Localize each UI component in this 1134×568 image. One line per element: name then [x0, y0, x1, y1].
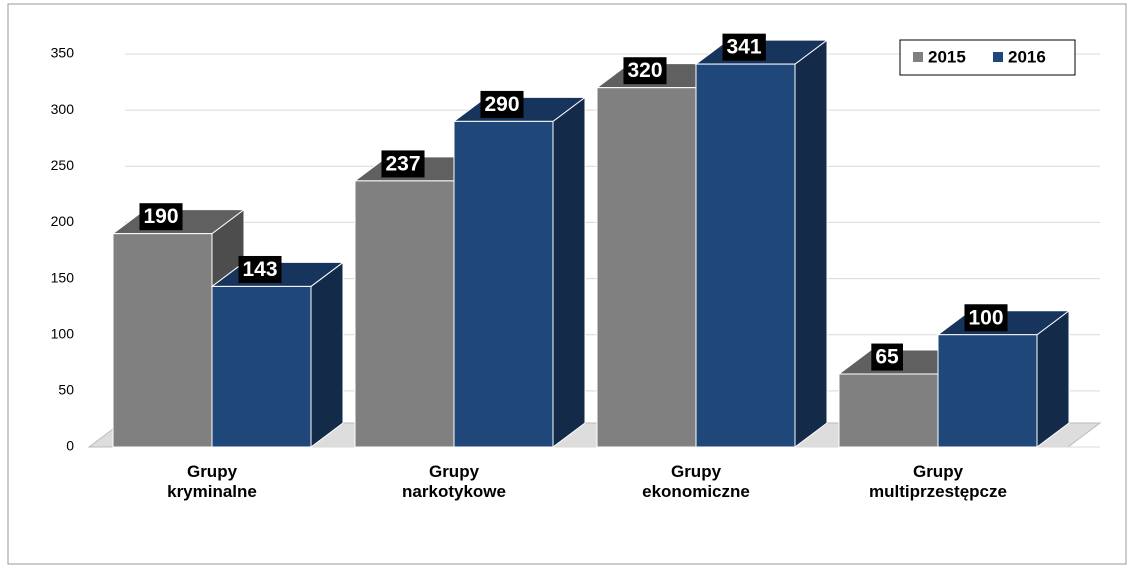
bar-front — [596, 87, 697, 448]
legend: 2015 2016 — [899, 39, 1076, 76]
value-label: 100 — [968, 306, 1003, 329]
value-label: 237 — [385, 152, 420, 175]
legend-swatch — [913, 52, 923, 62]
value-label: 341 — [726, 36, 761, 59]
bar-front — [354, 180, 455, 448]
bar-front — [453, 120, 554, 448]
value-label: 290 — [484, 93, 519, 116]
value-label-bg — [238, 255, 282, 283]
y-tick-label: 100 — [51, 325, 75, 341]
bar-front — [695, 63, 796, 448]
bar — [452, 96, 587, 448]
legend-box — [899, 39, 1076, 76]
bar-side — [552, 96, 586, 448]
y-tick-label: 0 — [66, 438, 74, 454]
y-tick-label: 150 — [51, 269, 75, 285]
bar-front — [211, 285, 312, 448]
value-label: 190 — [143, 205, 178, 228]
x-tick-label: Grupy kryminalne — [167, 462, 257, 501]
bar — [210, 261, 345, 448]
x-tick-label: Grupy ekonomiczne — [642, 462, 750, 501]
bar — [694, 39, 829, 448]
bar — [936, 309, 1071, 448]
x-tick-label: Grupy multiprzestępcze — [869, 462, 1007, 501]
y-tick-label: 250 — [51, 157, 75, 173]
value-label-bg — [722, 33, 766, 61]
y-tick-label: 350 — [51, 45, 75, 61]
value-label-bg — [480, 90, 524, 118]
y-tick-label: 200 — [51, 213, 75, 229]
legend-swatch — [993, 52, 1003, 62]
bar-front — [937, 334, 1038, 448]
legend-label: 2016 — [1008, 47, 1046, 66]
value-label-bg — [623, 57, 667, 85]
y-tick-label: 300 — [51, 101, 75, 117]
value-label: 65 — [875, 346, 899, 369]
bar-front — [838, 373, 939, 448]
value-label-bg — [139, 203, 183, 231]
bar-side — [794, 39, 828, 448]
bar-side — [310, 261, 344, 448]
value-label-bg — [871, 343, 903, 371]
value-label: 320 — [627, 59, 662, 82]
y-tick-label: 50 — [58, 382, 74, 398]
value-label-bg — [381, 150, 425, 178]
legend-label: 2015 — [928, 47, 966, 66]
value-label: 143 — [242, 258, 277, 281]
x-tick-label: Grupy narkotykowe — [402, 462, 506, 501]
value-label-bg — [964, 304, 1008, 332]
bar-front — [112, 233, 213, 448]
